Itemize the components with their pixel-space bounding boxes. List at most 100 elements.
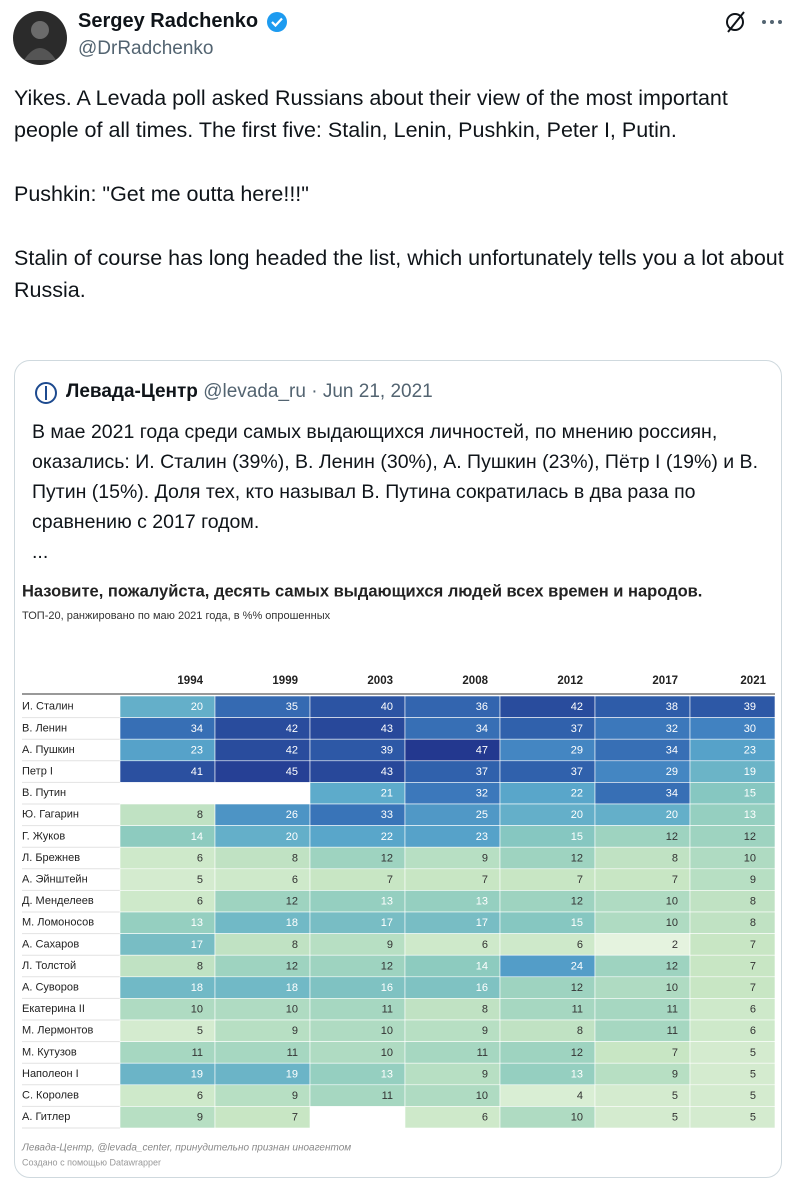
row-label: В. Ленин <box>22 722 67 734</box>
row-label: С. Королев <box>22 1090 79 1102</box>
row-label: Л. Толстой <box>22 960 76 972</box>
cell-value: 10 <box>381 1047 393 1059</box>
cell-value: 26 <box>286 809 298 821</box>
cell-value: 10 <box>666 896 678 908</box>
cell-value: 22 <box>571 788 583 800</box>
row-label: Петр I <box>22 766 53 778</box>
row-label: А. Эйнштейн <box>22 874 88 886</box>
cell-value: 20 <box>666 809 678 821</box>
ellipsis: ... <box>32 541 49 563</box>
cell-value: 5 <box>672 1090 678 1102</box>
row-label: А. Суворов <box>22 982 79 994</box>
cell-value: 5 <box>672 1112 678 1124</box>
heat-cell <box>214 1106 311 1129</box>
row-label: Екатерина II <box>22 1003 85 1015</box>
row-label: М. Кутузов <box>22 1046 77 1058</box>
row-label: А. Гитлер <box>22 1111 70 1123</box>
source-note: Левада-Центр, @levada_center, принудител… <box>21 1143 351 1154</box>
cell-value: 35 <box>286 701 298 713</box>
cell-value: 10 <box>476 1090 488 1102</box>
paragraph: Pushkin: "Get me outta here!!!" <box>14 182 309 206</box>
cell-value: 11 <box>382 1004 393 1016</box>
cell-value: 11 <box>192 1047 203 1059</box>
row-label: Ю. Гагарин <box>22 809 79 821</box>
column-header: 2008 <box>462 675 488 687</box>
cell-value: 8 <box>750 917 756 929</box>
chart-subtitle: ТОП-20, ранжировано по маю 2021 года, в … <box>22 610 331 622</box>
cell-value: 43 <box>381 723 393 735</box>
cell-value: 29 <box>666 766 678 778</box>
column-header: 2021 <box>740 675 766 687</box>
cell-value: 6 <box>197 852 203 864</box>
cell-value: 23 <box>191 744 203 756</box>
cell-value: 8 <box>292 939 298 951</box>
cell-value: 12 <box>381 852 393 864</box>
grok-icon[interactable] <box>726 13 744 31</box>
cell-value: 25 <box>476 809 488 821</box>
cell-value: 12 <box>666 960 678 972</box>
cell-value: 4 <box>577 1090 583 1102</box>
author-name[interactable]: Sergey Radchenko <box>78 10 259 32</box>
quote-tweet[interactable] <box>14 360 782 1178</box>
cell-value: 13 <box>744 809 756 821</box>
cell-value: 13 <box>571 1068 583 1080</box>
cell-value: 11 <box>572 1004 583 1016</box>
cell-value: 42 <box>286 723 298 735</box>
cell-value: 16 <box>381 982 393 994</box>
cell-value: 10 <box>744 852 756 864</box>
cell-value: 13 <box>381 1068 393 1080</box>
cell-value: 9 <box>482 1025 488 1037</box>
cell-value: 37 <box>571 766 583 778</box>
column-header: 1994 <box>177 675 203 687</box>
cell-value: 7 <box>750 939 756 951</box>
cell-value: 9 <box>482 852 488 864</box>
cell-value: 7 <box>672 1047 678 1059</box>
row-label: В. Путин <box>22 787 66 799</box>
cell-value: 17 <box>381 917 393 929</box>
cell-value: 12 <box>286 960 298 972</box>
cell-value: 8 <box>292 852 298 864</box>
cell-value: 6 <box>197 896 203 908</box>
column-header: 1999 <box>272 675 298 687</box>
cell-value: 19 <box>191 1068 203 1080</box>
cell-value: 20 <box>191 701 203 713</box>
cell-value: 9 <box>387 939 393 951</box>
column-header: 2017 <box>652 675 678 687</box>
cell-value: 12 <box>571 982 583 994</box>
cell-value: 9 <box>292 1090 298 1102</box>
row-label: И. Сталин <box>22 701 74 713</box>
heat-cell <box>689 1106 776 1129</box>
cell-value: 11 <box>667 1025 678 1037</box>
cell-value: 10 <box>571 1112 583 1124</box>
cell-value: 7 <box>482 874 488 886</box>
cell-value: 19 <box>286 1068 298 1080</box>
cell-value: 6 <box>482 1112 488 1124</box>
cell-value: 20 <box>571 809 583 821</box>
quote-handle: @levada_ru <box>203 381 306 402</box>
cell-value: 13 <box>476 896 488 908</box>
cell-value: 14 <box>191 831 203 843</box>
cell-value: 2 <box>672 939 678 951</box>
cell-value: 8 <box>750 896 756 908</box>
cell-value: 12 <box>744 831 756 843</box>
cell-value: 37 <box>571 723 583 735</box>
cell-value: 5 <box>750 1090 756 1102</box>
cell-value: 12 <box>571 896 583 908</box>
cell-value: 6 <box>197 1090 203 1102</box>
paragraph: Stalin of course has long headed the lis… <box>14 246 784 302</box>
cell-value: 7 <box>750 960 756 972</box>
quote-date: Jun 21, 2021 <box>322 381 433 402</box>
cell-value: 39 <box>381 744 393 756</box>
cell-value: 10 <box>381 1025 393 1037</box>
quote-header: Левада-Центр @levada_ru · Jun 21, 2021 <box>36 381 433 403</box>
cell-value: 7 <box>672 874 678 886</box>
row-label: Наполеон I <box>22 1068 79 1080</box>
cell-value: 34 <box>476 723 488 735</box>
verified-check <box>271 17 283 28</box>
author-handle[interactable]: @DrRadchenko <box>78 38 214 59</box>
column-header: 2012 <box>557 675 583 687</box>
more-icon[interactable] <box>762 20 782 24</box>
column-header: 2003 <box>367 675 393 687</box>
